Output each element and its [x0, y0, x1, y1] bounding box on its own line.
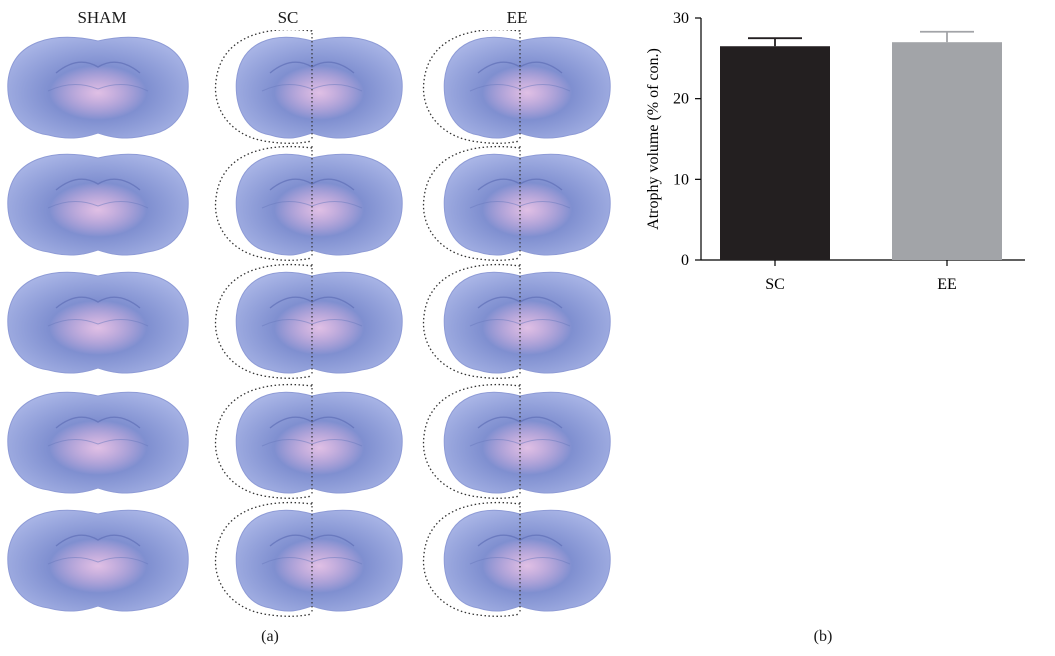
brain-section-grid — [7, 30, 611, 617]
brain-section-ee-2 — [422, 145, 611, 261]
y-tick-label: 10 — [673, 171, 689, 188]
brain-section-sc-1 — [214, 30, 403, 144]
brain-section-sham-3 — [7, 271, 189, 374]
column-heading-ee: EE — [506, 8, 528, 27]
x-tick-label-ee: EE — [937, 276, 957, 293]
y-tick-label: 0 — [681, 252, 689, 269]
brain-section-sham-2 — [7, 153, 189, 256]
brain-section-sc-4 — [214, 383, 403, 499]
brain-section-sham-1 — [7, 36, 189, 139]
bar-sc — [720, 46, 830, 260]
x-tick-label-sc: SC — [765, 276, 785, 293]
y-tick-label: 20 — [673, 91, 689, 108]
brain-section-sham-5 — [7, 509, 189, 612]
y-axis-title: Atrophy volume (% of con.) — [645, 48, 662, 230]
bar-ee — [892, 42, 1002, 261]
y-tick-label: 30 — [673, 10, 689, 27]
column-heading-sham: SHAM — [77, 8, 127, 27]
brain-section-sham-4 — [7, 391, 189, 494]
brain-section-ee-5 — [422, 501, 611, 617]
column-heading-sc: SC — [277, 8, 299, 27]
brain-section-ee-4 — [422, 383, 611, 499]
brain-section-sc-5 — [214, 501, 403, 617]
panel-a-label: (a) — [261, 628, 279, 645]
brain-section-sc-3 — [214, 263, 403, 379]
brain-section-ee-3 — [422, 263, 611, 379]
brain-section-ee-1 — [422, 30, 611, 144]
atrophy-bar-chart: 0 10 20 30 Atrophy volume (% of con.) SC EE — [645, 10, 1025, 293]
panel-b-label: (b) — [813, 628, 833, 645]
brain-section-sc-2 — [214, 145, 403, 261]
